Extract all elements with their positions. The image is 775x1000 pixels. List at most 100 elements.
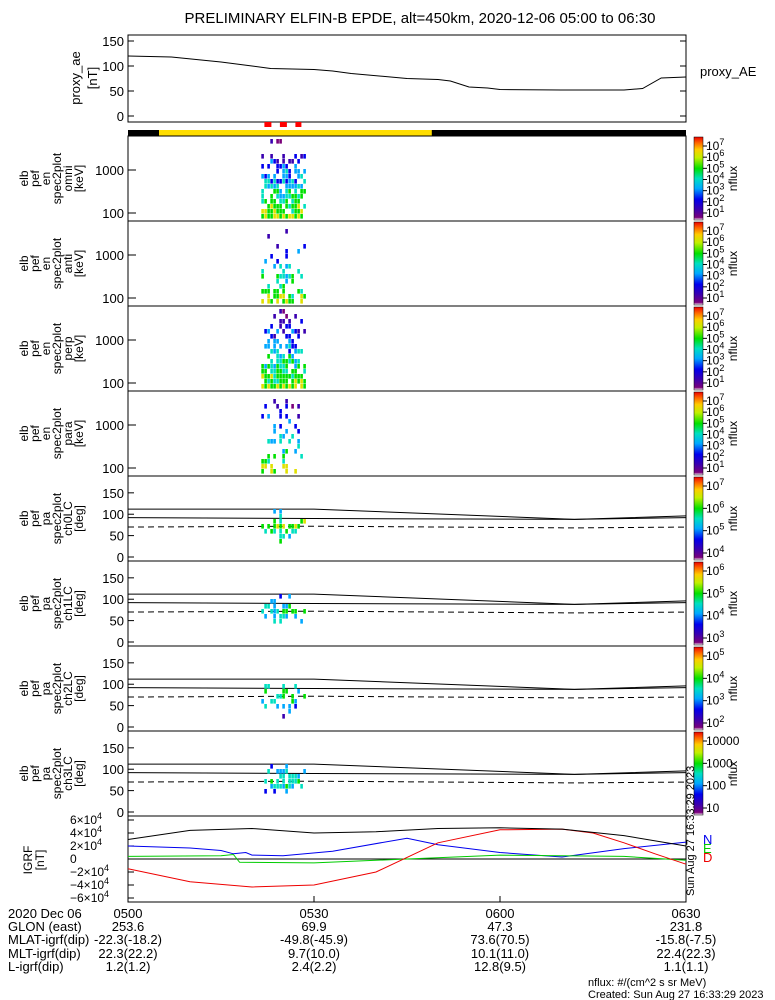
spectro-pixel (288, 384, 291, 389)
spectro-pixel (264, 179, 267, 184)
spectro-pixel (276, 189, 279, 194)
spectro-pixel (273, 264, 276, 269)
spectro-pixel (285, 174, 288, 179)
spectro-pixel (297, 374, 300, 379)
spectro-pixel (267, 204, 270, 209)
colorbar-tick-label: 107 (706, 222, 724, 238)
spectro-pixel (279, 509, 282, 514)
spectro-pixel (279, 359, 282, 364)
ephem-value: 231.8 (670, 919, 703, 934)
ytick-label: 50 (110, 529, 124, 544)
spectro-pixel (294, 189, 297, 194)
spectro-pixel (285, 374, 288, 379)
spectro-pixel (294, 179, 297, 184)
spectro-pixel (291, 339, 294, 344)
ytick-label: 150 (102, 486, 124, 501)
spectro-pixel (291, 199, 294, 204)
spectro-pixel (279, 374, 282, 379)
spectro-pixel (273, 349, 276, 354)
colorbar-tick-label: 102 (706, 448, 724, 464)
spectro-pixel (291, 369, 294, 374)
colorbar (693, 561, 704, 646)
spectro-pixel (279, 529, 282, 534)
spectro-pixel (285, 379, 288, 384)
spectro-pixel (273, 699, 276, 704)
panel-igrf: 6×1044×1042×1040−2×104−4×104−6×104IGRF[n… (21, 766, 712, 905)
ylabel-line: elb (17, 680, 31, 696)
ylabel-line: pa (39, 512, 53, 526)
spectro-pixel (288, 359, 291, 364)
spectro-pixel (276, 779, 279, 784)
spectro-pixel (288, 349, 291, 354)
ytick-label: 100 (102, 677, 124, 692)
spectro-pixel (297, 359, 300, 364)
anti-loss-cone-line (127, 610, 687, 614)
spectro-pixel (264, 174, 267, 179)
ylabel-line: pef (28, 679, 42, 696)
ytick-label: 100 (102, 507, 124, 522)
spectro-pixel (282, 784, 285, 789)
spectro-pixel (294, 529, 297, 534)
spectro-pixel (279, 619, 282, 624)
spectro-pixel (273, 424, 276, 429)
spectro-pixel (267, 454, 270, 459)
igrf-legend-D: D (703, 850, 712, 865)
spectro-pixel (261, 194, 264, 199)
spectro-pixel (261, 154, 264, 159)
spectro-pixel (294, 314, 297, 319)
spectro-pixel (288, 184, 291, 189)
spectro-pixel (267, 769, 270, 774)
spectro-pixel (279, 344, 282, 349)
spectro-pixel (276, 194, 279, 199)
ytick-label: 100 (102, 376, 124, 391)
igrf-ytick-label: 4×104 (70, 824, 102, 840)
colorbar-tick-label: 103 (706, 692, 724, 708)
spectro-pixel (267, 209, 270, 214)
spectro-pixel (276, 289, 279, 294)
spectro-pixel (279, 194, 282, 199)
colorbar-tick-label: 102 (706, 363, 724, 379)
spectro-pixel (273, 519, 276, 524)
spectro-pixel (276, 214, 279, 219)
spectro-pixel (285, 169, 288, 174)
spectro-pixel (291, 384, 294, 389)
ylabel-line: pef (28, 424, 42, 441)
spectro-pixel (288, 704, 291, 709)
ephem-value: 1.2(1.2) (106, 959, 151, 974)
spectro-pixel (282, 209, 285, 214)
spectro-pixel (273, 339, 276, 344)
colorbar-tick-label: 105 (706, 244, 724, 260)
spectro-pixel (282, 214, 285, 219)
spectro-pixel (291, 274, 294, 279)
spectro-pixel (297, 194, 300, 199)
spectro-pixel (261, 289, 264, 294)
ylabel-line: elb (17, 340, 31, 356)
ephem-value: 9.7(10.0) (288, 946, 340, 961)
spectro-pixel (270, 384, 273, 389)
colorbar-tick-label: 104 (706, 341, 724, 357)
loss-cone-line (128, 763, 687, 775)
spectro-pixel (303, 189, 306, 194)
spectro-pixel (300, 154, 303, 159)
spectro-pixel (297, 349, 300, 354)
spectro-pixel (270, 204, 273, 209)
spectro-pixel (285, 364, 288, 369)
spectro-pixel (270, 179, 273, 184)
spectro-pixel (261, 464, 264, 469)
colorbar-tick-label: 105 (706, 159, 724, 175)
spectro-pixel (282, 174, 285, 179)
ylabel-line: [keV] (72, 335, 86, 362)
spectro-pixel (288, 194, 291, 199)
spectro-pixel (282, 534, 285, 539)
ylabel-line: [deg] (72, 590, 86, 617)
spectro-pixel (261, 699, 264, 704)
spectro-pixel (303, 694, 306, 699)
ae-ylabel-unit: [nT] (85, 67, 100, 89)
spectro-pixel (276, 609, 279, 614)
spectro-pixel (264, 684, 267, 689)
colorbar (693, 136, 704, 221)
spectro-pixel (291, 779, 294, 784)
spectro-pixel (288, 339, 291, 344)
spectro-pixel (294, 184, 297, 189)
spectro-pixel (282, 294, 285, 299)
